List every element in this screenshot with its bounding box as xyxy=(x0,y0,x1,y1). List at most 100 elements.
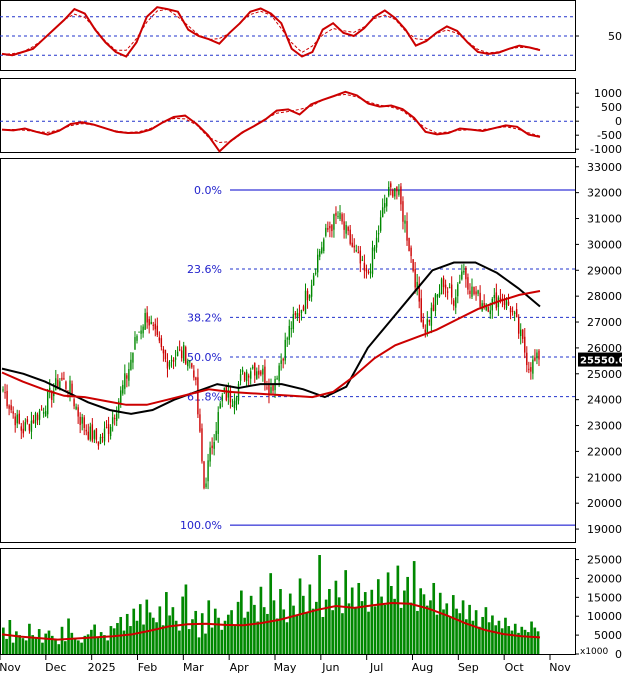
candle-up xyxy=(383,203,386,208)
price-tick-label: 24000 xyxy=(587,394,622,407)
candle-down xyxy=(511,310,514,312)
candle-down xyxy=(503,298,506,306)
candle-down xyxy=(396,186,398,192)
candle-down xyxy=(172,359,175,362)
candle-down xyxy=(28,424,31,431)
volume-bar xyxy=(8,620,12,654)
momentum-tick-label: 0 xyxy=(615,115,622,128)
candle-up xyxy=(398,190,400,195)
volume-bar xyxy=(533,627,537,654)
momentum-line xyxy=(1,90,541,153)
volume-bar xyxy=(419,588,423,654)
volume-bar xyxy=(103,635,106,654)
candle-down xyxy=(225,385,228,401)
volume-bar xyxy=(15,631,18,654)
candle-down xyxy=(406,221,408,241)
candle-up xyxy=(219,403,221,409)
volume-bar xyxy=(455,608,458,654)
volume-bar xyxy=(334,580,338,654)
candle-up xyxy=(316,254,319,273)
volume-bar xyxy=(526,632,530,654)
candle-up xyxy=(81,417,83,424)
candle-up xyxy=(215,430,217,441)
candle-up xyxy=(30,420,33,432)
candle-up xyxy=(438,292,441,297)
candle-up xyxy=(207,460,209,482)
candle-down xyxy=(197,377,199,415)
candle-down xyxy=(432,304,435,311)
volume-bar xyxy=(60,626,64,654)
candle-up xyxy=(319,251,321,257)
volume-bar xyxy=(86,634,90,654)
candle-up xyxy=(144,313,146,330)
candle-up xyxy=(493,294,496,299)
candle-down xyxy=(507,301,510,305)
candle-down xyxy=(524,336,526,353)
momentum-tick-label: 500 xyxy=(601,101,622,114)
oscillator-y-axis: 50 xyxy=(575,30,622,43)
fib-label: 23.6% xyxy=(187,263,222,276)
volume-ma-line xyxy=(1,601,541,641)
candle-up xyxy=(536,352,538,359)
price-y-axis: 19000 20000 21000 22000 23000 24000 25000 26000… xyxy=(575,161,622,536)
candle-down xyxy=(534,357,536,361)
volume-bar xyxy=(468,604,471,654)
x-tick-label: Sep xyxy=(458,661,479,674)
volume-bar xyxy=(275,618,279,654)
candle-down xyxy=(156,325,159,335)
momentum-tick-label: -500 xyxy=(597,129,622,142)
volume-bar xyxy=(504,617,507,654)
candle-down xyxy=(538,350,540,360)
candle-down xyxy=(414,268,416,288)
volume-bar xyxy=(67,618,70,654)
candle-up xyxy=(434,294,437,312)
candle-down xyxy=(113,417,116,419)
volume-tick-label: 15000 xyxy=(587,591,622,604)
candle-up xyxy=(136,335,138,341)
candle-up xyxy=(485,304,487,311)
candle-down xyxy=(365,268,368,272)
candle-up xyxy=(477,290,479,294)
candle-down xyxy=(107,424,110,434)
candle-down xyxy=(229,390,232,403)
volume-bar xyxy=(403,590,406,654)
volume-bar xyxy=(363,592,367,654)
candle-down xyxy=(148,319,150,326)
MA-short xyxy=(1,290,541,406)
candle-down xyxy=(254,363,256,376)
volume-bar xyxy=(465,619,468,654)
volume-bar xyxy=(380,596,383,654)
volume-bar xyxy=(76,640,80,654)
volume-bar xyxy=(295,615,299,654)
volume-bar xyxy=(31,635,35,654)
candle-up xyxy=(89,426,92,440)
candle-down xyxy=(329,225,331,229)
candle-up xyxy=(122,384,124,394)
candle-down xyxy=(97,441,100,446)
volume-bar xyxy=(399,607,403,654)
candle-up xyxy=(24,422,27,431)
last-price-value: 25550.00 xyxy=(580,356,622,367)
candle-down xyxy=(268,384,270,395)
x-tick-label: Dec xyxy=(45,661,66,674)
candle-down xyxy=(266,387,268,389)
candle-down xyxy=(6,390,8,407)
candle-up xyxy=(252,366,254,369)
volume-bar xyxy=(266,613,269,654)
candle-up xyxy=(333,214,335,230)
volume-bar xyxy=(344,570,348,654)
candle-up xyxy=(276,378,278,380)
candle-up xyxy=(221,395,223,402)
volume-bar xyxy=(438,592,442,654)
candle-down xyxy=(10,405,12,411)
volume-bar xyxy=(357,582,361,654)
candle-up xyxy=(46,391,49,415)
candle-up xyxy=(111,417,114,424)
moving-averages xyxy=(1,261,541,415)
volume-bar xyxy=(318,555,321,654)
volume-bar xyxy=(409,602,413,654)
candle-down xyxy=(101,436,104,438)
candle-up xyxy=(375,237,378,248)
